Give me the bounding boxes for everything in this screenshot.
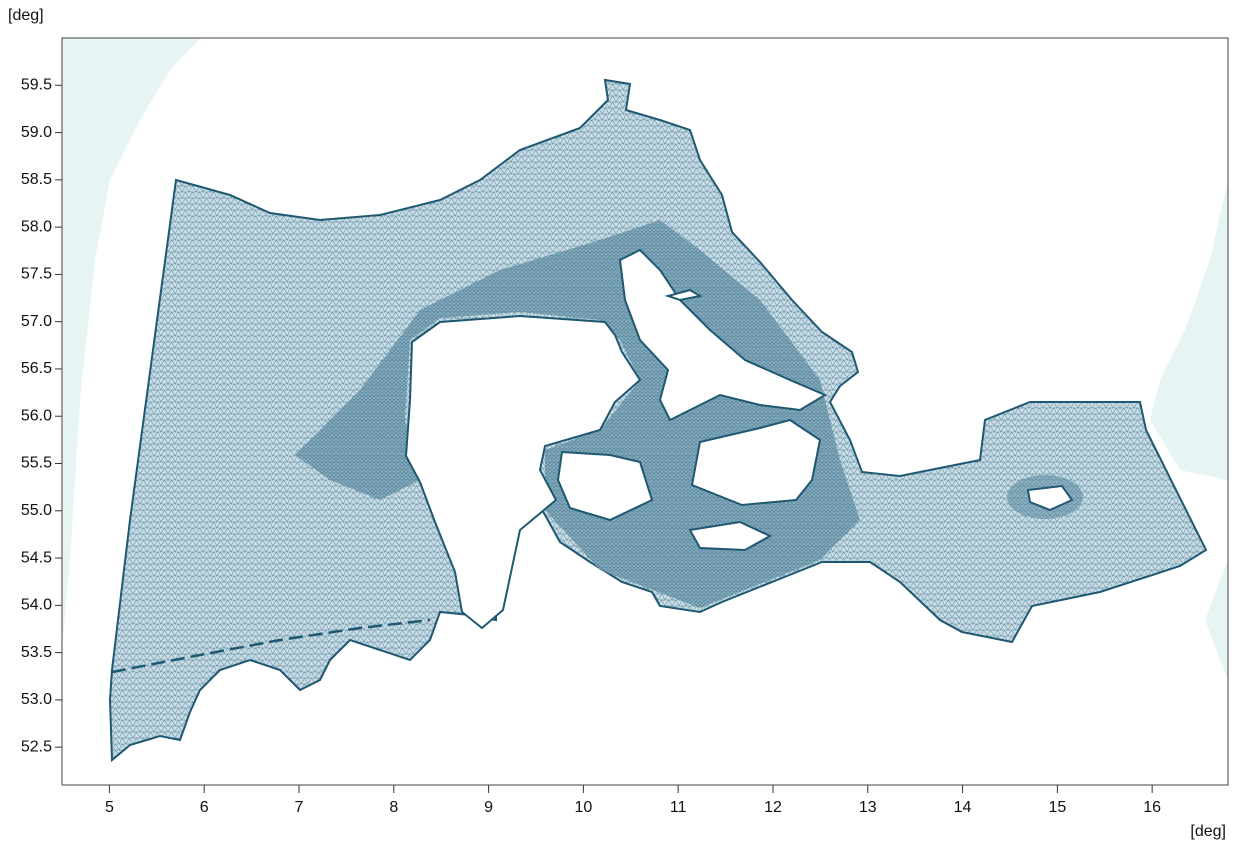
y-axis-label: [deg] <box>8 7 44 24</box>
y-tick-label: 55.5 <box>21 455 52 472</box>
y-tick-label: 53.0 <box>21 691 52 708</box>
y-tick-label: 56.5 <box>21 360 52 377</box>
chart: [deg] [deg] 5 6 7 8 9 10 11 12 13 14 15 16 52.5 53.0 5… <box>0 0 1234 845</box>
y-tick-label: 59.0 <box>21 124 52 141</box>
y-tick-label: 58.0 <box>21 218 52 235</box>
y-tick-label: 54.5 <box>21 549 52 566</box>
y-tick-label: 56.0 <box>21 407 52 424</box>
y-tick-label: 57.5 <box>21 266 52 283</box>
x-tick-label: 6 <box>200 799 209 816</box>
x-tick-label: 11 <box>670 799 687 816</box>
x-tick-label: 13 <box>859 799 877 816</box>
y-tick-label: 53.5 <box>21 644 52 661</box>
x-tick-label: 7 <box>295 799 304 816</box>
y-tick-label: 54.0 <box>21 597 52 614</box>
y-tick-label: 59.5 <box>21 76 52 93</box>
x-tick-label: 5 <box>105 799 114 816</box>
x-tick-label: 8 <box>389 799 398 816</box>
x-tick-label: 15 <box>1048 799 1066 816</box>
y-tick-label: 52.5 <box>21 738 52 755</box>
land-bg <box>1205 560 1228 680</box>
y-tick-label: 55.0 <box>21 502 52 519</box>
x-tick-label: 10 <box>574 799 592 816</box>
x-tick-label: 9 <box>484 799 493 816</box>
land-bg <box>1150 180 1228 480</box>
x-tick-label: 14 <box>954 799 972 816</box>
x-axis-label: [deg] <box>1190 823 1226 840</box>
map-layer <box>62 38 1228 760</box>
x-tick-label: 16 <box>1143 799 1161 816</box>
x-tick-label: 12 <box>764 799 782 816</box>
y-tick-label: 58.5 <box>21 171 52 188</box>
y-tick-label: 57.0 <box>21 313 52 330</box>
